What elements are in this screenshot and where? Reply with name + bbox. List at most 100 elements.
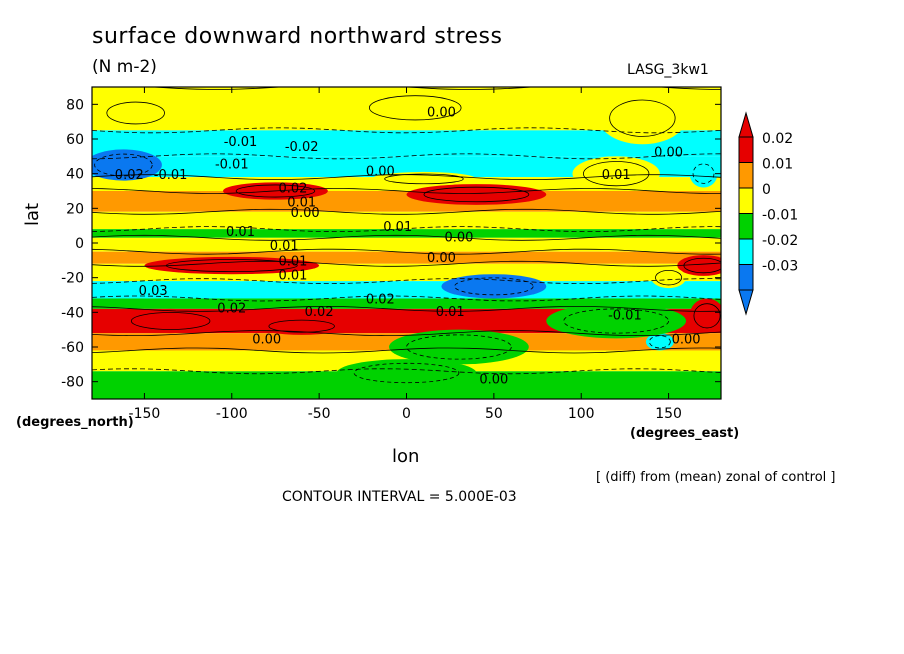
colorbar: 0.02 0.01 0 -0.01 -0.02 -0.03 (738, 111, 798, 316)
contour-label: 0.00 (444, 230, 473, 245)
blob-19 (546, 303, 687, 339)
band-11 (92, 298, 721, 309)
blob-13 (645, 333, 674, 351)
band-7 (92, 237, 721, 252)
band-contour-6 (92, 226, 721, 232)
chart-title: surface downward northward stress (92, 24, 503, 49)
contour-label: 0.00 (366, 164, 395, 179)
x-tick-label: 150 (655, 406, 682, 422)
y-tick-label: -60 (61, 340, 84, 356)
contour-labels: 0.00-0.01 -0.02-0.01-0.02 -0.01 0.00 0.010.0… (110, 105, 700, 387)
colorbar-swatch (738, 162, 754, 189)
x-axis-label: lon (392, 446, 420, 467)
band-contour-1 (92, 127, 721, 134)
contour-label: 0.00 (654, 145, 683, 160)
colorbar-label: -0.03 (762, 259, 798, 275)
colorbar-bottom-arrow (738, 289, 754, 316)
contour-label: 0.01 (278, 255, 307, 270)
contour-label: 0.01 (436, 305, 465, 320)
blob-contour-13 (648, 335, 671, 349)
y-tick-label: -80 (61, 375, 84, 391)
y-tick-label: -20 (61, 271, 84, 287)
blob-contour-1 (235, 184, 316, 198)
contour-label: -0.01 (154, 168, 188, 183)
band-contour-14 (92, 347, 721, 354)
colorbar-label: -0.01 (762, 208, 798, 224)
colorbar-label: 0.02 (762, 131, 793, 147)
band-contour-5 (92, 208, 721, 215)
x-tick-label: -100 (216, 406, 248, 422)
band-contour-13 (92, 330, 721, 336)
contour-label: -0.02 (110, 168, 144, 183)
band-contour-0 (147, 87, 721, 90)
colorbar-swatch (738, 213, 754, 240)
colorbar-swatch (738, 136, 754, 163)
blob-contour-10 (130, 312, 211, 330)
blob-contour-6 (106, 101, 165, 125)
y-tick-label: 20 (66, 201, 84, 217)
contour-label: 0.01 (226, 225, 255, 240)
colorbar-swatch (738, 238, 754, 265)
blob-contour-3 (384, 173, 464, 185)
blob-contour-18 (406, 334, 512, 360)
y-axis: 80 60 40 20 0 -20 -40 -60 -80 (61, 97, 721, 391)
blob-5 (598, 92, 687, 145)
band-contour-15 (92, 368, 721, 375)
blob-contour-14 (655, 269, 683, 286)
y-tick-label: 0 (75, 236, 84, 252)
x-tick-label: 50 (485, 406, 503, 422)
model-name: LASG_3kw1 (627, 62, 709, 78)
band-contour-11 (92, 295, 721, 302)
blob-9 (441, 274, 547, 299)
blob-contour-15 (583, 161, 650, 187)
colorbar-label: 0.01 (762, 157, 793, 173)
band-contour-10 (92, 278, 721, 284)
blob-contour-17 (353, 362, 460, 384)
x-tick-label: -50 (308, 406, 331, 422)
colorbar-swatch (738, 187, 754, 214)
contour-label: -0.02 (285, 140, 319, 155)
colorbar-label: 0 (762, 182, 771, 198)
colorbar-swatch (738, 264, 754, 291)
contour-label: 0.02 (305, 305, 334, 320)
y-axis-unit: (degrees_north) (16, 415, 134, 430)
band-4 (92, 191, 721, 212)
diff-note: [ (diff) from (mean) zonal of control ] (596, 470, 836, 485)
contour-label: 0.00 (427, 105, 456, 120)
contour-label: 0.01 (383, 220, 412, 235)
contour-label: 0.00 (291, 206, 320, 221)
blob-8 (677, 255, 721, 276)
x-tick-label: 100 (568, 406, 595, 422)
contour-label: 0.00 (252, 333, 281, 348)
band-contour-3 (92, 174, 721, 180)
blob-18 (389, 329, 529, 365)
y-tick-label: 60 (66, 132, 84, 148)
contour-label: 0.00 (427, 251, 456, 266)
y-tick-label: -40 (61, 305, 84, 321)
band-contour-7 (92, 234, 721, 241)
contour-label: 0.03 (139, 284, 168, 299)
x-tick-label: 0 (402, 406, 411, 422)
band-contour-4 (92, 188, 721, 194)
x-axis-unit: (degrees_east) (630, 426, 740, 441)
blob-contour-0 (94, 153, 153, 177)
x-tick-label: -150 (129, 406, 161, 422)
blob-contour-5 (609, 99, 676, 137)
blob-contour-16 (692, 163, 715, 184)
x-axis: -150 -100 -50 0 50 100 150 (129, 87, 682, 422)
contour-label: 0.00 (479, 372, 508, 387)
contour-label: 0.02 (366, 293, 395, 308)
contour-label: 0.02 (278, 182, 307, 197)
band-10 (92, 281, 721, 299)
contour-field (92, 87, 721, 399)
contour-label: -0.01 (608, 308, 642, 323)
band-6 (92, 229, 721, 238)
band-2 (92, 156, 721, 178)
blob-contour-2 (423, 186, 530, 203)
contour-label: 0.02 (217, 301, 246, 316)
contour-label: 0.00 (672, 333, 701, 348)
band-contour-12 (92, 306, 721, 312)
colorbar-label: -0.02 (762, 233, 798, 249)
band-5 (92, 211, 721, 230)
blob-contour-9 (454, 277, 534, 296)
